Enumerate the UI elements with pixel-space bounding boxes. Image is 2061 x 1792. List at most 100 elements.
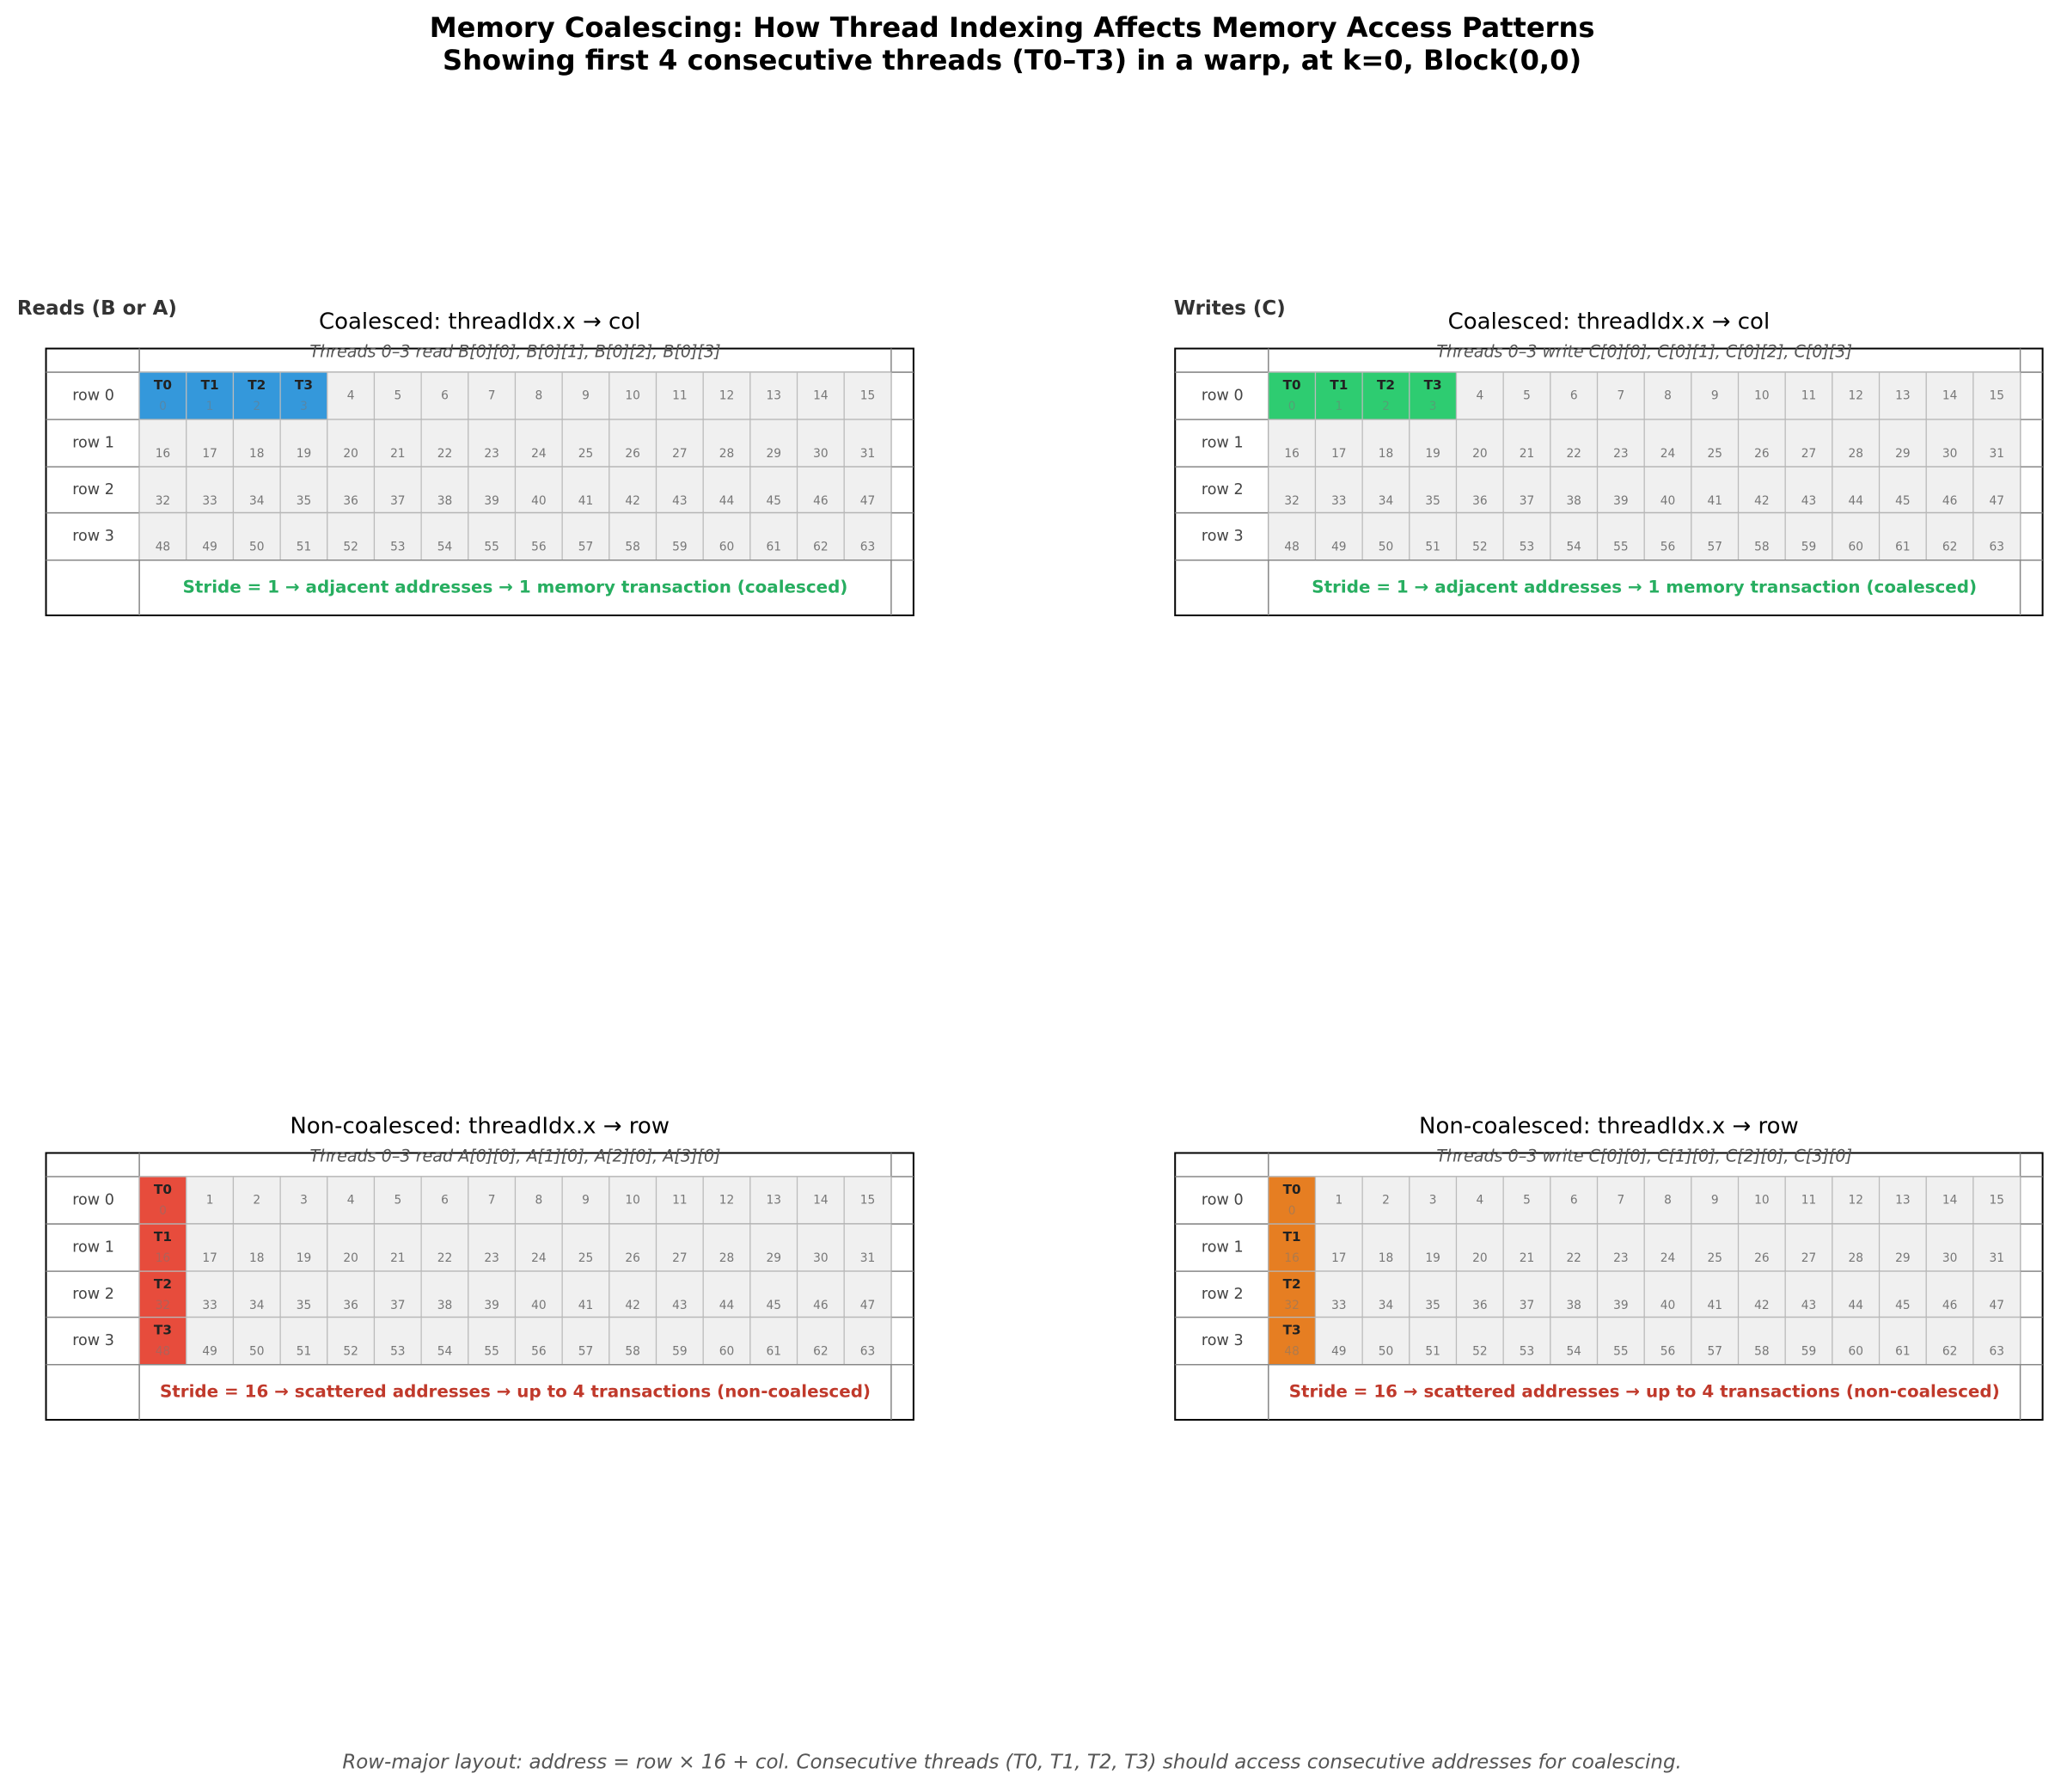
memory-cell: [232, 1270, 281, 1318]
address: 58: [1754, 1344, 1770, 1358]
address: 24: [1660, 1251, 1676, 1265]
address: 23: [1613, 1251, 1629, 1265]
address: 34: [249, 1299, 265, 1312]
address: 48: [1284, 540, 1300, 554]
thread-label: T1: [154, 1229, 172, 1245]
address: 57: [578, 1344, 594, 1358]
address: 35: [1425, 494, 1440, 508]
row-label: row 1: [1202, 435, 1244, 452]
memory-cell: [1972, 1317, 2021, 1366]
memory-cell: [655, 1270, 704, 1318]
memory-cell: [1972, 1270, 2021, 1318]
memory-cell: [1314, 466, 1363, 514]
address: 9: [1711, 1194, 1719, 1208]
memory-cell: [138, 371, 187, 420]
memory-cell: [796, 1223, 845, 1272]
address: 30: [1942, 1251, 1958, 1265]
address: 37: [1520, 494, 1535, 508]
memory-cell: [1361, 1223, 1410, 1272]
address: 54: [1566, 540, 1581, 554]
address: 2: [253, 400, 260, 413]
memory-cell: [1550, 1223, 1599, 1272]
caption: Threads 0–3 read A[0][0], A[1][0], A[2][…: [309, 1147, 720, 1166]
memory-cell: [279, 1317, 328, 1366]
memory-cell: [1643, 1317, 1692, 1366]
memory-cell: [655, 371, 704, 420]
memory-cell: [373, 512, 422, 561]
address: 59: [672, 540, 688, 554]
memory-cell: [1314, 1176, 1363, 1225]
address: 19: [297, 447, 312, 461]
memory-cell: [1361, 1270, 1410, 1318]
address: 9: [582, 389, 590, 403]
address: 52: [1472, 1344, 1488, 1358]
address: 10: [1754, 1194, 1770, 1208]
address: 47: [860, 494, 876, 508]
memory-cell: [749, 1317, 798, 1366]
memory-cell: [1972, 466, 2021, 514]
memory-cell: [138, 512, 187, 561]
memory-cell: [1832, 1270, 1881, 1318]
thread-label: T0: [154, 377, 172, 393]
address: 20: [343, 1251, 358, 1265]
address: 53: [390, 540, 406, 554]
address: 16: [1284, 447, 1300, 461]
memory-cell: [327, 1270, 376, 1318]
address: 53: [390, 1344, 406, 1358]
memory-cell: [468, 466, 517, 514]
address: 15: [860, 389, 876, 403]
address: 11: [1801, 1194, 1817, 1208]
address: 39: [1613, 1299, 1629, 1312]
memory-cell: [1455, 419, 1504, 468]
memory-cell: [1878, 512, 1927, 561]
memory-cell: [796, 371, 845, 420]
memory-cell: [1502, 512, 1551, 561]
footer: Row-major layout: address = row × 16 + c…: [342, 1752, 1682, 1774]
address: 46: [1942, 1299, 1958, 1312]
thread-label: T0: [154, 1182, 172, 1197]
row-label: row 0: [72, 388, 114, 405]
memory-cell: [609, 371, 657, 420]
address: 1: [206, 1194, 214, 1208]
address: 38: [1566, 1299, 1581, 1312]
address: 6: [1570, 1194, 1578, 1208]
address: 3: [300, 1194, 308, 1208]
address: 54: [437, 540, 453, 554]
address: 31: [860, 1251, 876, 1265]
memory-cell: [1925, 1317, 1974, 1366]
address: 54: [437, 1344, 453, 1358]
memory-cell: [1550, 512, 1599, 561]
address: 17: [202, 1251, 217, 1265]
address: 23: [484, 1251, 499, 1265]
address: 20: [343, 447, 358, 461]
address: 39: [484, 1299, 499, 1312]
memory-cell: [609, 1176, 657, 1225]
address: 14: [1942, 1194, 1958, 1208]
address: 1: [1335, 400, 1342, 413]
memory-cell: [655, 1176, 704, 1225]
address: 40: [1660, 494, 1676, 508]
memory-cell: [1972, 419, 2021, 468]
address: 51: [297, 1344, 312, 1358]
address: 24: [531, 447, 547, 461]
address: 47: [1990, 494, 2005, 508]
thread-label: T3: [154, 1322, 172, 1337]
panel-title: Coalesced: threadIdx.x → col: [319, 309, 641, 334]
address: 8: [535, 1194, 542, 1208]
memory-cell: [1502, 419, 1551, 468]
memory-cell: [1643, 1223, 1692, 1272]
address: 36: [343, 494, 358, 508]
address: 56: [531, 540, 547, 554]
memory-cell: [468, 1176, 517, 1225]
address: 53: [1520, 540, 1535, 554]
address: 12: [719, 1194, 735, 1208]
address: 19: [1425, 1251, 1440, 1265]
address: 50: [249, 1344, 265, 1358]
row-label: row 1: [1202, 1239, 1244, 1257]
address: 51: [1425, 540, 1440, 554]
memory-cell: [1878, 419, 1927, 468]
address: 4: [1476, 1194, 1483, 1208]
memory-cell: [1455, 1270, 1504, 1318]
memory-cell: [1972, 1223, 2021, 1272]
